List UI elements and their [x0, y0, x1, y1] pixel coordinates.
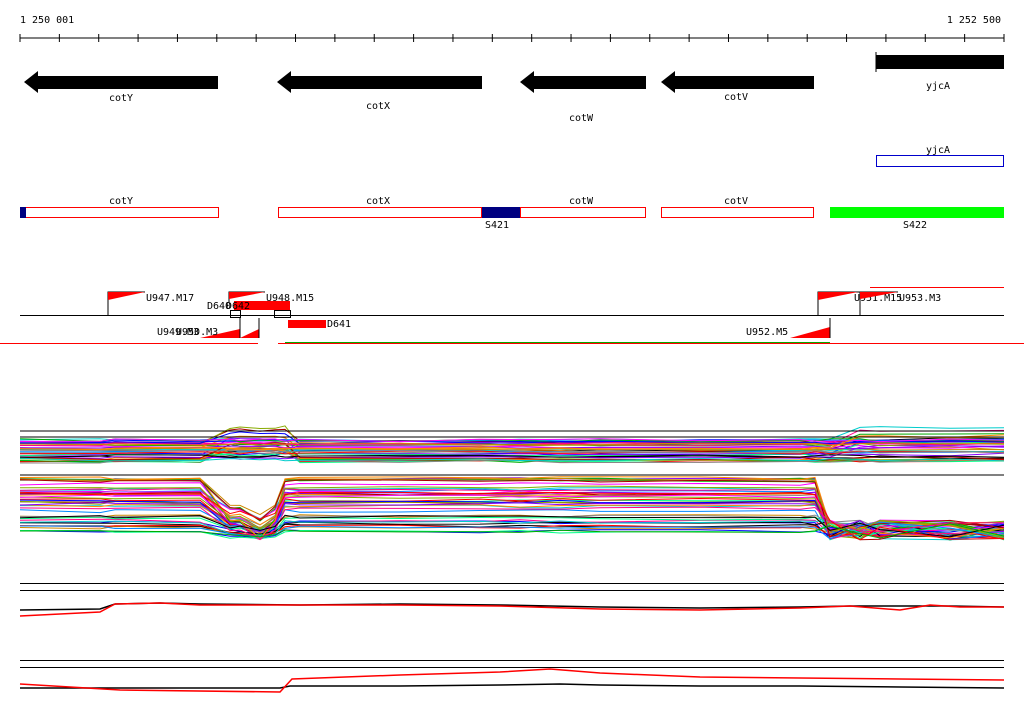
profile-line	[20, 450, 1005, 464]
profile-line	[19, 523, 1005, 539]
feature-label-U950: U950.M3	[176, 327, 218, 338]
segment-S422[interactable]	[830, 207, 1004, 218]
feature-U949[interactable]: U949.M3	[157, 318, 241, 338]
signal-track-1-red	[19, 602, 1004, 617]
profile-line	[19, 442, 1005, 447]
gene-arrow-label-cotW: cotW	[569, 113, 594, 124]
feature-label-U951: U951.M15	[854, 293, 902, 304]
box-label-cotY: cotY	[109, 196, 133, 207]
box-label-cotW: cotW	[569, 196, 594, 207]
feature-label-U947: U947.M17	[146, 293, 194, 304]
coordinate-ruler: 1 250 001 1 252 500	[19, 15, 1005, 42]
feature-label-D642: D642	[226, 301, 250, 312]
signal-track-2-black	[20, 683, 1005, 689]
signal-track-2-red	[19, 668, 1005, 693]
segment-label-S422: S422	[903, 220, 927, 231]
profile-line	[19, 506, 1005, 540]
profile-line	[19, 503, 1005, 534]
profile-line	[19, 454, 1005, 459]
feature-U948[interactable]: U948.M15	[228, 291, 314, 304]
feature-U947[interactable]: U947.M17	[107, 291, 194, 315]
profile-line	[19, 457, 1005, 462]
annotation-track: cotY cotX S421 cotW cotV S422	[20, 196, 1004, 231]
segment-S421[interactable]	[482, 207, 520, 218]
gene-arrow-cotW[interactable]	[520, 71, 646, 93]
segment-label-S421: S421	[485, 220, 509, 231]
feature-label-D640: D640	[207, 301, 231, 312]
box-cotY-start-marker	[20, 207, 26, 218]
box-cotX[interactable]	[278, 207, 482, 218]
ruler-start-label: 1 250 001	[20, 15, 74, 26]
profile-line	[19, 438, 1005, 443]
feature-track: U947.M17 U948.M15 D640 D642 D641 U949.M3	[0, 287, 1024, 344]
profile-line	[19, 444, 1005, 460]
feature-D641[interactable]: D641	[288, 319, 351, 330]
feature-label-U948: U948.M15	[266, 293, 314, 304]
ruler-end-label: 1 252 500	[947, 15, 1001, 26]
profile-line	[19, 476, 1005, 540]
gene-arrow-label-cotX: cotX	[366, 101, 390, 112]
profile-line	[19, 450, 1005, 455]
profile-line	[19, 495, 1005, 536]
feature-D640[interactable]: D640	[207, 301, 291, 318]
feature-D642[interactable]: D642	[226, 301, 250, 312]
feature-label-U949: U949.M3	[157, 327, 199, 338]
signal-track-2	[19, 660, 1005, 693]
profile-line	[19, 509, 1005, 541]
yjcA-track: yjcA	[876, 145, 1004, 167]
box-label-cotX: cotX	[366, 196, 390, 207]
gene-arrow-label-cotV: cotV	[724, 92, 748, 103]
feature-label-D641: D641	[327, 319, 351, 330]
yjcA-box[interactable]	[876, 155, 1004, 167]
feature-label-U953: U953.M3	[899, 293, 941, 304]
profile-line	[19, 477, 1005, 538]
ruler-ticks	[19, 34, 1005, 42]
signal-track-1	[19, 583, 1005, 617]
feature-U951[interactable]: U951.M15	[817, 291, 902, 315]
feature-label-U952: U952.M5	[746, 327, 788, 338]
profile-line	[19, 479, 1005, 538]
feature-U953[interactable]: U953.M3	[859, 291, 941, 315]
gene-arrows-track: cotY cotX cotW cotV yjcA	[24, 52, 1004, 124]
profile-line	[19, 521, 1005, 540]
box-cotW[interactable]	[520, 207, 646, 218]
expression-profiles-panel	[19, 425, 1005, 541]
gene-arrow-label-yjcA: yjcA	[926, 81, 950, 92]
profile-line	[19, 514, 1005, 538]
gene-arrow-cotY[interactable]	[24, 71, 218, 93]
gene-arrow-yjcA[interactable]	[876, 55, 1004, 69]
gene-arrow-cotX[interactable]	[277, 71, 482, 93]
gene-arrow-cotV[interactable]	[661, 71, 814, 93]
gene-arrow-label-cotY: cotY	[109, 93, 133, 104]
box-label-cotV: cotV	[724, 196, 748, 207]
profile-line	[19, 449, 1005, 454]
feature-U950[interactable]: U950.M3	[176, 318, 260, 338]
feature-U952[interactable]: U952.M5	[746, 318, 831, 338]
profile-line	[19, 434, 1005, 451]
profile-line	[19, 523, 1005, 539]
profile-line	[19, 491, 1005, 541]
box-cotY[interactable]	[20, 207, 219, 218]
yjcA-box-label: yjcA	[926, 145, 950, 156]
profile-line	[19, 428, 1005, 444]
profile-line	[19, 487, 1005, 541]
box-cotV[interactable]	[661, 207, 814, 218]
